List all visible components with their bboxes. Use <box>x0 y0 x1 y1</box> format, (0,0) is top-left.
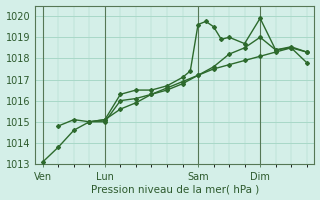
X-axis label: Pression niveau de la mer( hPa ): Pression niveau de la mer( hPa ) <box>91 184 259 194</box>
